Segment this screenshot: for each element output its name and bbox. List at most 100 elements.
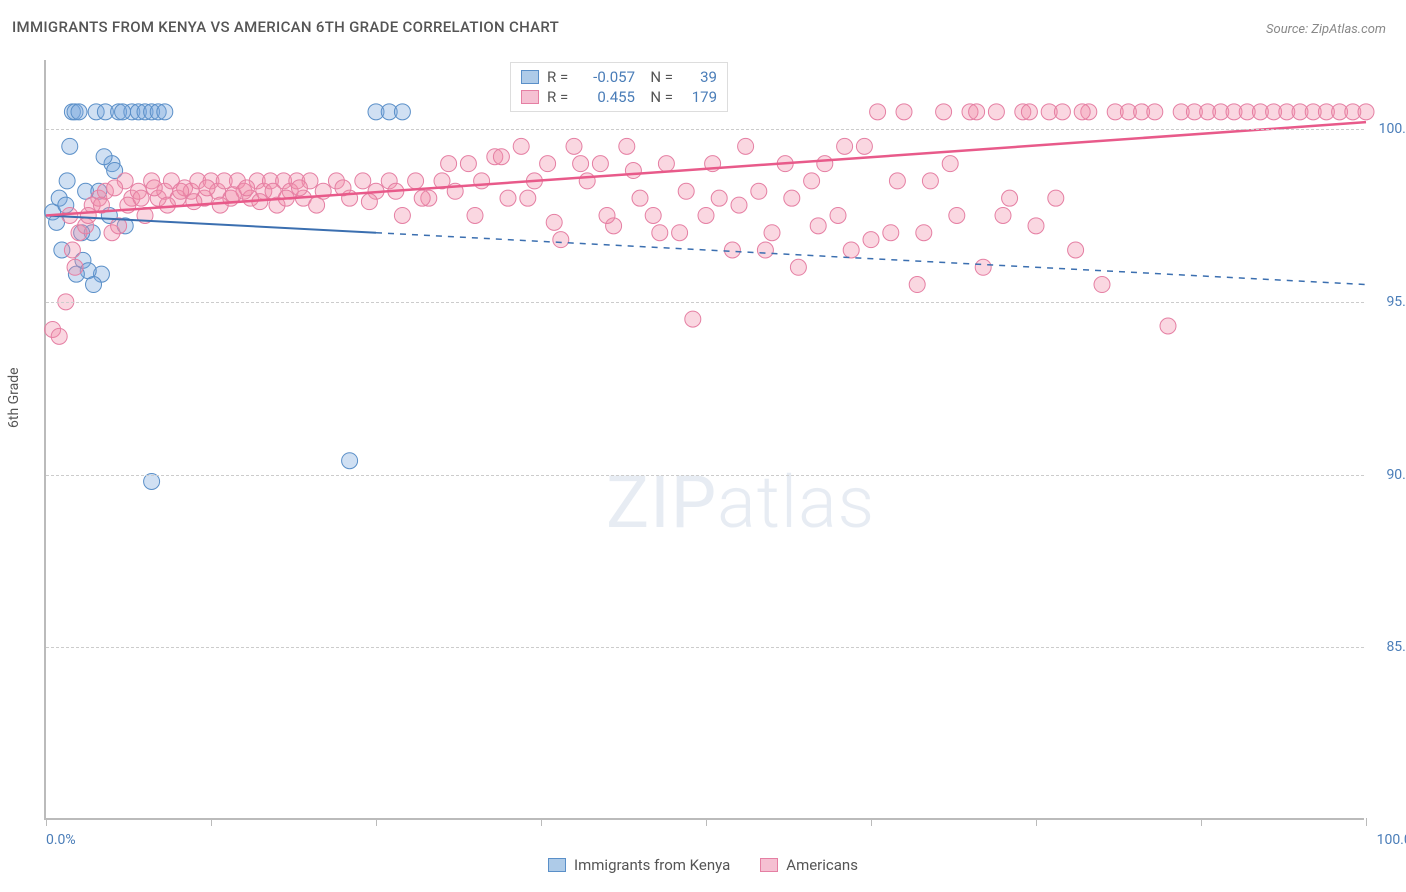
scatter-point	[863, 232, 879, 248]
source-attribution: Source: ZipAtlas.com	[1266, 22, 1386, 37]
scatter-point	[566, 138, 582, 154]
scatter-point	[790, 259, 806, 275]
legend-stats-box: R =-0.057N =39R =0.455N =179	[510, 62, 728, 112]
scatter-point	[1147, 104, 1163, 120]
legend-stats-row: R =-0.057N =39	[521, 67, 717, 87]
scatter-point	[909, 277, 925, 293]
scatter-point	[843, 242, 859, 258]
grid-line	[46, 129, 1364, 130]
scatter-point	[837, 138, 853, 154]
bottom-legend-label: Americans	[786, 856, 858, 874]
scatter-point	[975, 259, 991, 275]
scatter-point	[441, 156, 457, 172]
scatter-point	[579, 173, 595, 189]
grid-line	[46, 475, 1364, 476]
stat-n-label: N =	[643, 68, 673, 86]
scatter-point	[394, 207, 410, 223]
scatter-point	[394, 104, 410, 120]
bottom-legend-label: Immigrants from Kenya	[574, 856, 730, 874]
scatter-point	[784, 190, 800, 206]
scatter-point	[159, 197, 175, 213]
x-max-label: 100.0%	[1377, 832, 1406, 848]
y-tick-label: 90.0%	[1386, 467, 1406, 483]
scatter-point	[80, 207, 96, 223]
scatter-point	[599, 207, 615, 223]
scatter-point	[309, 197, 325, 213]
legend-swatch	[521, 70, 539, 84]
scatter-point	[414, 190, 430, 206]
scatter-point	[291, 180, 307, 196]
bottom-legend: Immigrants from Kenya Americans	[0, 856, 1406, 874]
scatter-point	[199, 180, 215, 196]
scatter-point	[573, 156, 589, 172]
legend-swatch	[548, 858, 566, 872]
scatter-point	[592, 156, 608, 172]
scatter-point	[810, 218, 826, 234]
x-tick	[1201, 818, 1202, 826]
scatter-point	[467, 207, 483, 223]
trend-line	[46, 122, 1366, 215]
scatter-point	[1074, 104, 1090, 120]
scatter-point	[212, 197, 228, 213]
x-tick	[706, 818, 707, 826]
scatter-point	[936, 104, 952, 120]
scatter-point	[540, 156, 556, 172]
scatter-point	[1021, 104, 1037, 120]
x-tick	[871, 818, 872, 826]
scatter-point	[86, 277, 102, 293]
stat-n-value: 39	[681, 68, 717, 86]
scatter-point	[460, 156, 476, 172]
x-tick	[211, 818, 212, 826]
scatter-point	[757, 242, 773, 258]
scatter-point	[804, 173, 820, 189]
scatter-point	[856, 138, 872, 154]
scatter-point	[513, 138, 529, 154]
scatter-point	[922, 173, 938, 189]
stat-r-value: -0.057	[583, 68, 635, 86]
x-tick	[1036, 818, 1037, 826]
scatter-point	[625, 163, 641, 179]
scatter-point	[1160, 318, 1176, 334]
scatter-point	[51, 328, 67, 344]
plot-area: ZIPatlas 85.0%90.0%95.0%100.0%0.0%100.0%	[44, 60, 1364, 820]
scatter-point	[995, 207, 1011, 223]
scatter-point	[67, 259, 83, 275]
scatter-point	[738, 138, 754, 154]
scatter-point	[678, 183, 694, 199]
scatter-point	[107, 180, 123, 196]
scatter-point	[1094, 277, 1110, 293]
scatter-point	[817, 156, 833, 172]
scatter-point	[493, 149, 509, 165]
stat-r-label: R =	[547, 88, 575, 106]
scatter-point	[672, 225, 688, 241]
scatter-point	[520, 190, 536, 206]
scatter-point	[969, 104, 985, 120]
x-tick	[376, 818, 377, 826]
scatter-point	[157, 104, 173, 120]
scatter-point	[724, 242, 740, 258]
scatter-point	[764, 225, 780, 241]
scatter-point	[751, 183, 767, 199]
x-min-label: 0.0%	[46, 832, 76, 848]
scatter-point	[942, 156, 958, 172]
scatter-point	[546, 214, 562, 230]
y-tick-label: 95.0%	[1386, 294, 1406, 310]
scatter-point	[1002, 190, 1018, 206]
scatter-point	[870, 104, 886, 120]
x-tick	[1366, 818, 1367, 826]
scatter-point	[115, 104, 131, 120]
scatter-point	[408, 173, 424, 189]
scatter-point	[146, 180, 162, 196]
y-axis-label: 6th Grade	[6, 367, 22, 428]
x-tick	[541, 818, 542, 826]
stat-n-value: 179	[681, 88, 717, 106]
scatter-point	[685, 311, 701, 327]
scatter-point	[96, 149, 112, 165]
scatter-point	[239, 180, 255, 196]
scatter-point	[652, 225, 668, 241]
scatter-point	[1358, 104, 1374, 120]
scatter-point	[1054, 104, 1070, 120]
scatter-point	[619, 138, 635, 154]
scatter-point	[59, 173, 75, 189]
scatter-point	[474, 173, 490, 189]
